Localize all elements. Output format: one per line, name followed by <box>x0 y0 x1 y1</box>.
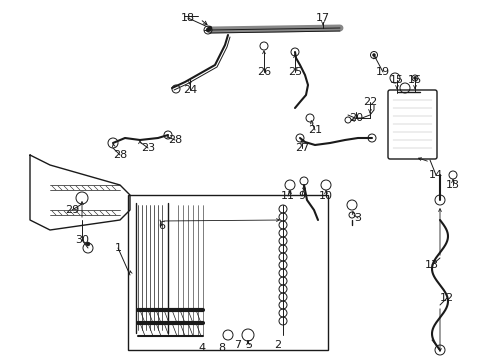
Text: 13: 13 <box>445 180 459 190</box>
Text: 19: 19 <box>375 67 389 77</box>
Text: 11: 11 <box>281 191 294 201</box>
Circle shape <box>205 28 209 32</box>
Text: 17: 17 <box>315 13 329 23</box>
Text: 14: 14 <box>428 170 442 180</box>
Text: 12: 12 <box>439 293 453 303</box>
Text: 13: 13 <box>424 260 438 270</box>
Text: 10: 10 <box>318 191 332 201</box>
Circle shape <box>372 54 375 57</box>
Text: 27: 27 <box>294 143 308 153</box>
Text: 7: 7 <box>234 340 241 350</box>
Text: 24: 24 <box>183 85 197 95</box>
Text: 25: 25 <box>287 67 302 77</box>
Text: 23: 23 <box>141 143 155 153</box>
Text: 18: 18 <box>181 13 195 23</box>
Text: 22: 22 <box>362 97 376 107</box>
Text: 5: 5 <box>245 340 252 350</box>
Text: 3: 3 <box>354 213 361 223</box>
Text: 6: 6 <box>158 221 165 231</box>
Text: 4: 4 <box>198 343 205 353</box>
Text: 26: 26 <box>256 67 270 77</box>
Circle shape <box>413 77 416 80</box>
Circle shape <box>86 242 90 246</box>
Text: 21: 21 <box>307 125 322 135</box>
Circle shape <box>207 26 212 30</box>
Text: 29: 29 <box>65 205 79 215</box>
Text: 20: 20 <box>348 113 362 123</box>
Text: 28: 28 <box>167 135 182 145</box>
Text: 28: 28 <box>113 150 127 160</box>
Text: 16: 16 <box>407 75 421 85</box>
Text: 2: 2 <box>274 340 281 350</box>
Bar <box>128 195 327 350</box>
FancyBboxPatch shape <box>387 90 436 159</box>
Text: 15: 15 <box>389 75 403 85</box>
Text: 9: 9 <box>298 191 305 201</box>
Text: 30: 30 <box>75 235 89 245</box>
Text: 8: 8 <box>218 343 225 353</box>
Text: 1: 1 <box>114 243 121 253</box>
